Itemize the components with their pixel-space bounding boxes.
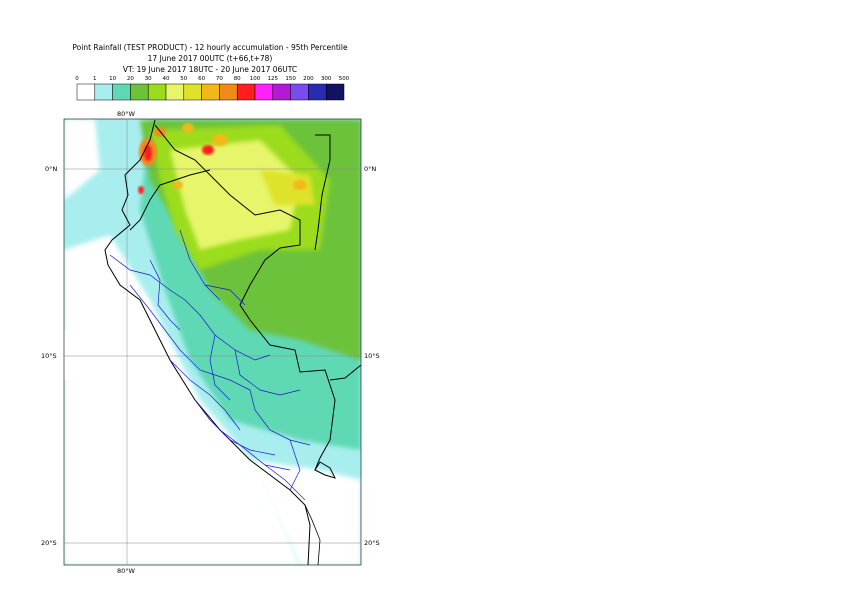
colorbar-tick-label: 100 (250, 76, 261, 82)
regional-borders (109, 229, 311, 501)
country-borders (104, 119, 362, 566)
lon-label-top: 80°W (117, 110, 135, 118)
chart-title-line1: Point Rainfall (TEST PRODUCT) - 12 hourl… (72, 43, 348, 52)
lat-label-0n-left: 0°N (45, 165, 58, 173)
colorbar-tick-label: 60 (198, 76, 205, 82)
graticule (64, 119, 361, 565)
colorbar-tick-label: 10 (109, 76, 116, 82)
colorbar-tick-label: 150 (285, 76, 296, 82)
colorbar-tick-label: 1 (93, 76, 97, 82)
chart-title-line2: 17 June 2017 00UTC (t+66,t+78) (147, 54, 273, 63)
colorbar-tick-label: 20 (127, 76, 134, 82)
lat-label-20s-left: 20°S (41, 539, 57, 547)
colorbar-tick-label: 40 (163, 76, 170, 82)
colorbar-tick-label: 300 (321, 76, 332, 82)
colorbar-tick-label: 30 (145, 76, 152, 82)
lat-label-20s-right: 20°S (364, 539, 380, 547)
colorbar-legend: 0 1 10 20 30 40 50 60 70 80 100 125 150 200 300 500 (75, 76, 350, 101)
colorbar-swatch (325, 83, 345, 101)
colorbar-tick-label: 125 (268, 76, 279, 82)
map-frame (63, 118, 362, 566)
colorbar-tick-label: 80 (234, 76, 241, 82)
colorbar-tick-label: 0 (75, 76, 79, 82)
lat-label-0n-right: 0°N (364, 165, 377, 173)
coastline-south (304, 504, 321, 566)
colorbar-tick-label: 70 (216, 76, 223, 82)
colorbar-tick-label: 500 (339, 76, 350, 82)
lat-label-10s-left: 10°S (41, 352, 57, 360)
lat-label-10s-right: 10°S (364, 352, 380, 360)
colorbar-tick-label: 50 (180, 76, 187, 82)
chart-title-line3: VT: 19 June 2017 18UTC - 20 June 2017 06… (122, 65, 298, 74)
colorbar-tick-label: 200 (303, 76, 314, 82)
lon-label-bottom: 80°W (117, 567, 135, 575)
precipitation-field (64, 119, 361, 565)
